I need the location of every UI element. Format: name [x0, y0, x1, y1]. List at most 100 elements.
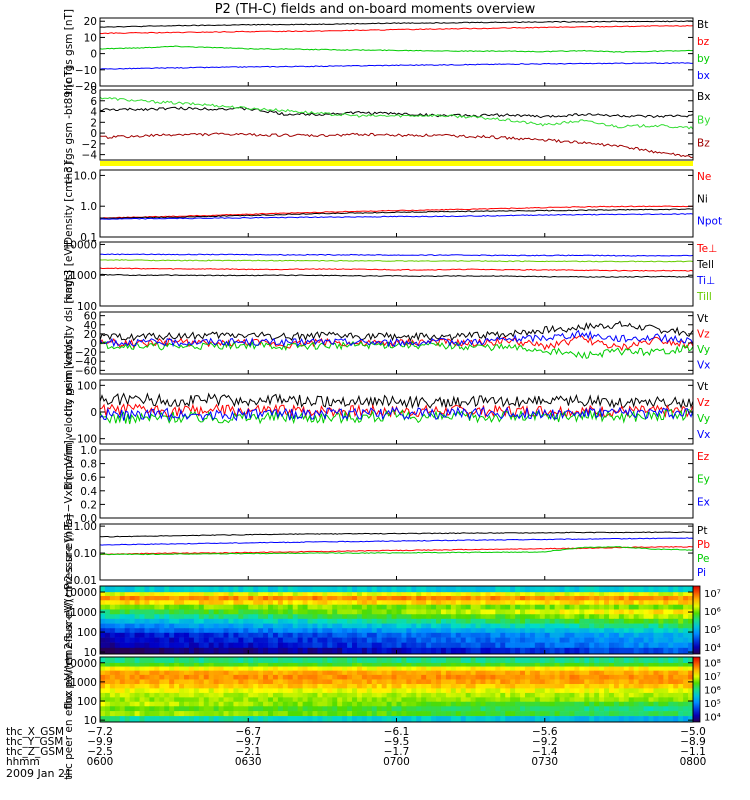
heatmap-cell: [352, 614, 358, 620]
heatmap-cell: [322, 647, 328, 655]
heatmap-cell: [623, 632, 630, 638]
heatmap-cell: [480, 628, 487, 634]
heatmap-cell: [263, 596, 269, 601]
heatmap-cell: [564, 604, 571, 610]
heatmap-cell: [169, 666, 175, 671]
heatmap-cell: [347, 592, 353, 597]
heatmap-cell: [628, 647, 635, 655]
heatmap-cell: [480, 592, 487, 597]
heatmap-cell: [287, 670, 294, 676]
heatmap-cell: [386, 596, 393, 601]
heatmap-cell: [554, 711, 561, 717]
heatmap-cell: [129, 600, 136, 606]
heatmap-cell: [287, 586, 294, 593]
heatmap-cell: [421, 586, 427, 593]
heatmap-cell: [653, 628, 660, 634]
heatmap-cell: [233, 642, 239, 649]
heatmap-cell: [332, 670, 338, 676]
heatmap-cell: [184, 706, 190, 712]
heatmap-cell: [277, 592, 284, 597]
heatmap-cell: [589, 697, 595, 703]
heatmap-cell: [243, 692, 249, 698]
heatmap-cell: [440, 642, 447, 649]
heatmap-cell: [549, 657, 556, 664]
heatmap-cell: [337, 623, 343, 629]
heatmap-cell: [282, 632, 289, 638]
heatmap-cell: [628, 592, 635, 597]
heatmap-cell: [574, 684, 580, 689]
heatmap-cell: [100, 618, 106, 624]
heatmap-cell: [159, 628, 165, 634]
heatmap-cell: [352, 632, 358, 638]
heatmap-cell: [554, 637, 561, 643]
heatmap-cell: [243, 642, 249, 649]
heatmap-cell: [322, 701, 328, 707]
heatmap-cell: [495, 716, 501, 723]
heatmap-cell: [505, 701, 511, 707]
heatmap-cell: [184, 692, 190, 698]
heatmap-cell: [406, 609, 412, 615]
heatmap-cell: [643, 642, 650, 649]
heatmap-cell: [450, 692, 457, 698]
heatmap-cell: [510, 692, 516, 698]
heatmap-cell: [574, 642, 580, 649]
heatmap-cell: [243, 600, 249, 606]
heatmap-cell: [554, 674, 561, 680]
heatmap-cell: [366, 596, 373, 601]
heatmap-cell: [475, 674, 482, 680]
heatmap-cell: [485, 666, 491, 671]
heatmap-cell: [218, 642, 225, 649]
heatmap-cell: [371, 657, 378, 664]
heatmap-cell: [169, 670, 175, 676]
heatmap-cell: [673, 662, 679, 667]
heatmap-cell: [144, 706, 151, 712]
heatmap-cell: [505, 609, 511, 615]
heatmap-cell: [381, 592, 388, 597]
heatmap-cell: [179, 592, 185, 597]
heatmap-cell: [648, 609, 655, 615]
heatmap-cell: [608, 674, 615, 680]
heatmap-cell: [589, 647, 595, 655]
heatmap-cell: [599, 604, 605, 610]
heatmap-cell: [149, 657, 155, 664]
heatmap-cell: [386, 592, 393, 597]
heatmap-cell: [534, 692, 541, 698]
heatmap-cell: [317, 614, 323, 620]
heatmap-cell: [164, 592, 170, 597]
heatmap-cell: [445, 662, 452, 667]
heatmap-cell: [638, 697, 645, 703]
series-line-black: [99, 531, 694, 538]
heatmap-cell: [356, 706, 363, 712]
heatmap-cell: [559, 697, 566, 703]
heatmap-cell: [381, 662, 388, 667]
heatmap-cell: [179, 711, 185, 717]
heatmap-cell: [460, 609, 467, 615]
heatmap-cell: [613, 697, 620, 703]
heatmap-cell: [599, 586, 605, 593]
heatmap-cell: [213, 666, 220, 671]
heatmap-cell: [648, 688, 655, 694]
heatmap-cell: [599, 647, 605, 655]
heatmap-cell: [500, 662, 506, 667]
heatmap-cell: [223, 586, 230, 593]
heatmap-cell: [584, 674, 590, 680]
heatmap-cell: [272, 701, 279, 707]
heatmap-cell: [638, 600, 645, 606]
heatmap-cell: [174, 586, 180, 593]
heatmap-cell: [594, 637, 600, 643]
heatmap-cell: [302, 711, 309, 717]
heatmap-cell: [618, 647, 625, 655]
heatmap-cell: [406, 628, 412, 634]
heatmap-cell: [579, 604, 585, 610]
heatmap-cell: [440, 674, 447, 680]
heatmap-cell: [534, 647, 541, 655]
heatmap-cell: [119, 666, 126, 671]
heatmap-cell: [653, 632, 660, 638]
heatmap-cell: [559, 642, 566, 649]
heatmap-cell: [643, 637, 650, 643]
heatmap-cell: [376, 628, 383, 634]
heatmap-cell: [445, 596, 452, 601]
legend-entry: Vz: [697, 397, 710, 409]
heatmap-cell: [653, 623, 660, 629]
heatmap-cell: [238, 688, 244, 694]
